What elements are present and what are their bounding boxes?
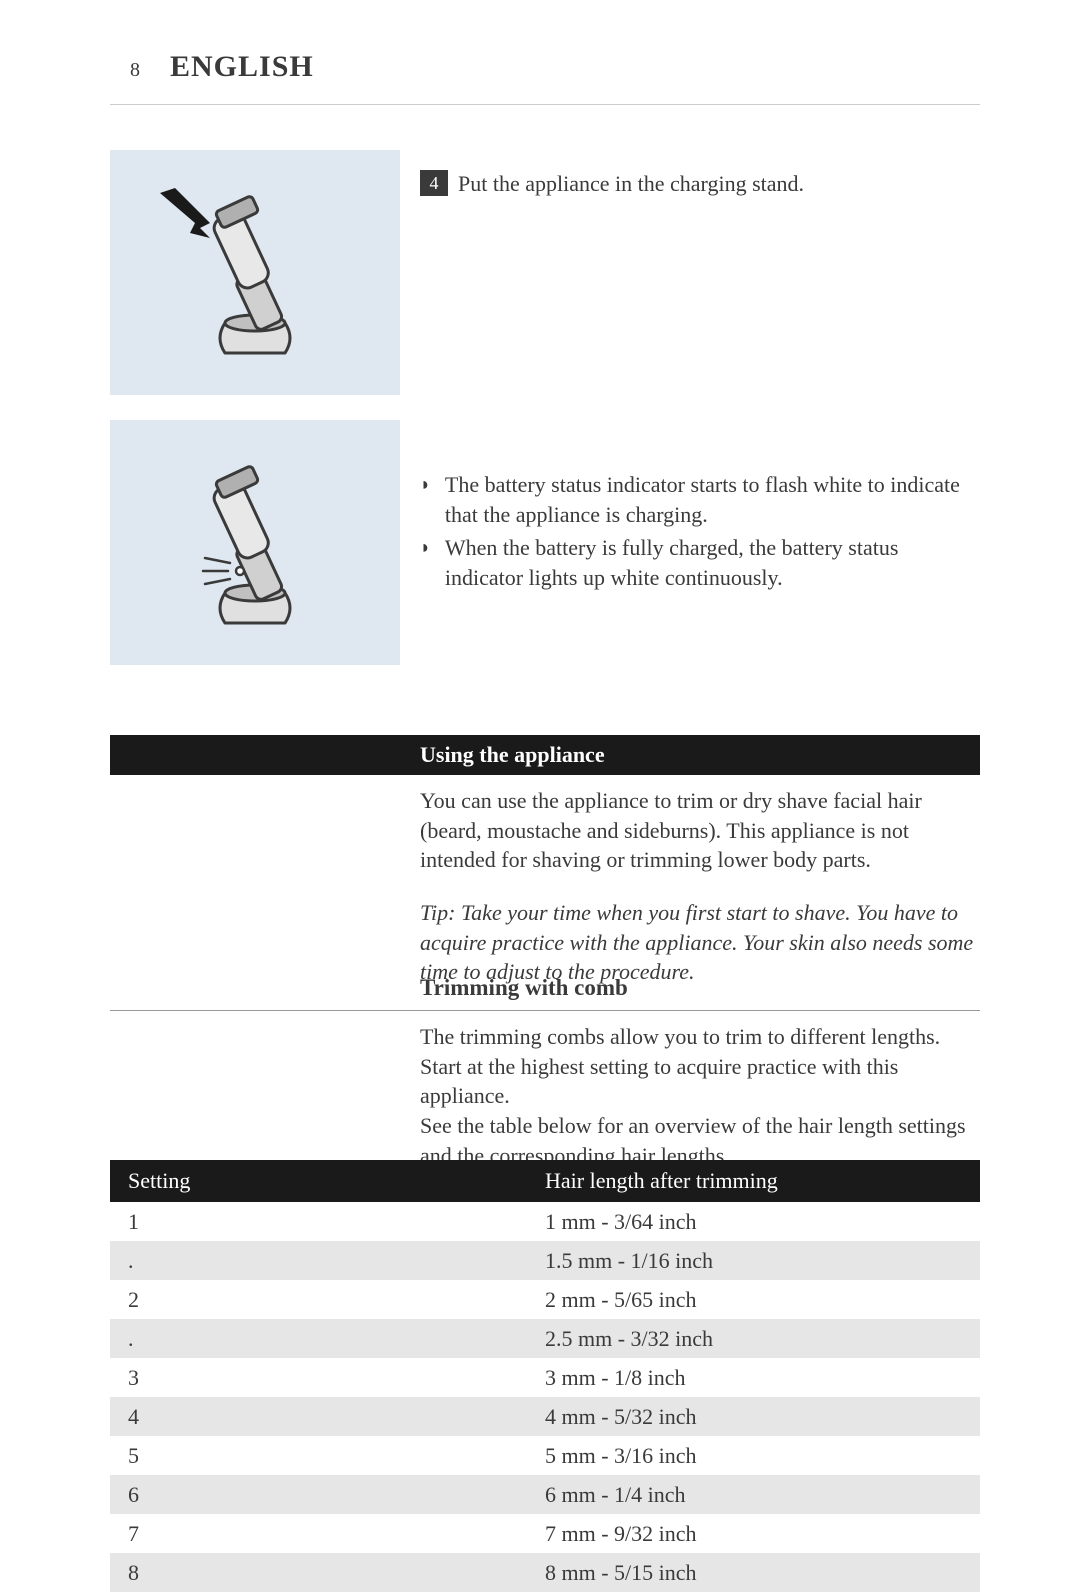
- language-title: ENGLISH: [170, 50, 314, 84]
- cell-length: 1 mm - 3/64 inch: [545, 1209, 980, 1235]
- bullet-icon: ◗: [420, 537, 431, 558]
- table-row: .2.5 mm - 3/32 inch: [110, 1319, 980, 1358]
- cell-setting: .: [110, 1248, 545, 1274]
- cell-setting: 2: [110, 1287, 545, 1313]
- bullet-item: ◗ When the battery is fully charged, the…: [420, 533, 980, 592]
- bullet-icon: ◗: [420, 474, 431, 495]
- table-row: 77 mm - 9/32 inch: [110, 1514, 980, 1553]
- table-row: 66 mm - 1/4 inch: [110, 1475, 980, 1514]
- bullet-text: When the battery is fully charged, the b…: [445, 533, 980, 592]
- cell-length: 1.5 mm - 1/16 inch: [545, 1248, 980, 1274]
- table-row: 44 mm - 5/32 inch: [110, 1397, 980, 1436]
- trimming-underline: [110, 1010, 980, 1011]
- table-row: 88 mm - 5/15 inch: [110, 1553, 980, 1592]
- table-row: 11 mm - 3/64 inch: [110, 1202, 980, 1241]
- cell-setting: .: [110, 1326, 545, 1352]
- charging-bullets: ◗ The battery status indicator starts to…: [420, 470, 980, 597]
- cell-length: 6 mm - 1/4 inch: [545, 1482, 980, 1508]
- cell-length: 4 mm - 5/32 inch: [545, 1404, 980, 1430]
- section-heading-label: Using the appliance: [420, 742, 605, 768]
- step-text: Put the appliance in the charging stand.: [458, 170, 804, 199]
- cell-length: 8 mm - 5/15 inch: [545, 1560, 980, 1586]
- charging-indicator-illustration-icon: [155, 443, 355, 643]
- figure-charging-stand: [110, 150, 400, 395]
- cell-setting: 7: [110, 1521, 545, 1547]
- page-header: 8 ENGLISH: [0, 0, 1080, 84]
- tip-text: Tip: Take your time when you first start…: [420, 898, 980, 987]
- table-row: 22 mm - 5/65 inch: [110, 1280, 980, 1319]
- page-number: 8: [130, 59, 140, 82]
- table-header: Setting Hair length after trimming: [110, 1160, 980, 1202]
- trimming-heading: Trimming with comb: [420, 975, 980, 1001]
- cell-setting: 5: [110, 1443, 545, 1469]
- figure-charging-indicator: [110, 420, 400, 665]
- cell-length: 5 mm - 3/16 inch: [545, 1443, 980, 1469]
- section-heading-using: Using the appliance: [110, 735, 980, 775]
- cell-length: 2.5 mm - 3/32 inch: [545, 1326, 980, 1352]
- cell-length: 2 mm - 5/65 inch: [545, 1287, 980, 1313]
- table-row: 55 mm - 3/16 inch: [110, 1436, 980, 1475]
- header-length: Hair length after trimming: [545, 1168, 980, 1194]
- settings-table: Setting Hair length after trimming 11 mm…: [110, 1160, 980, 1592]
- cell-setting: 4: [110, 1404, 545, 1430]
- header-setting: Setting: [110, 1168, 545, 1194]
- cell-setting: 6: [110, 1482, 545, 1508]
- cell-setting: 3: [110, 1365, 545, 1391]
- trimming-text: The trimming combs allow you to trim to …: [420, 1022, 980, 1170]
- header-divider: [110, 104, 980, 105]
- table-row: .1.5 mm - 1/16 inch: [110, 1241, 980, 1280]
- cell-length: 7 mm - 9/32 inch: [545, 1521, 980, 1547]
- cell-length: 3 mm - 1/8 inch: [545, 1365, 980, 1391]
- bullet-item: ◗ The battery status indicator starts to…: [420, 470, 980, 529]
- cell-setting: 1: [110, 1209, 545, 1235]
- charging-stand-illustration-icon: [155, 173, 355, 373]
- table-row: 33 mm - 1/8 inch: [110, 1358, 980, 1397]
- using-text: You can use the appliance to trim or dry…: [420, 786, 980, 875]
- bullet-text: The battery status indicator starts to f…: [445, 470, 980, 529]
- step-number-badge: 4: [420, 170, 448, 196]
- step-4: 4 Put the appliance in the charging stan…: [420, 170, 980, 199]
- cell-setting: 8: [110, 1560, 545, 1586]
